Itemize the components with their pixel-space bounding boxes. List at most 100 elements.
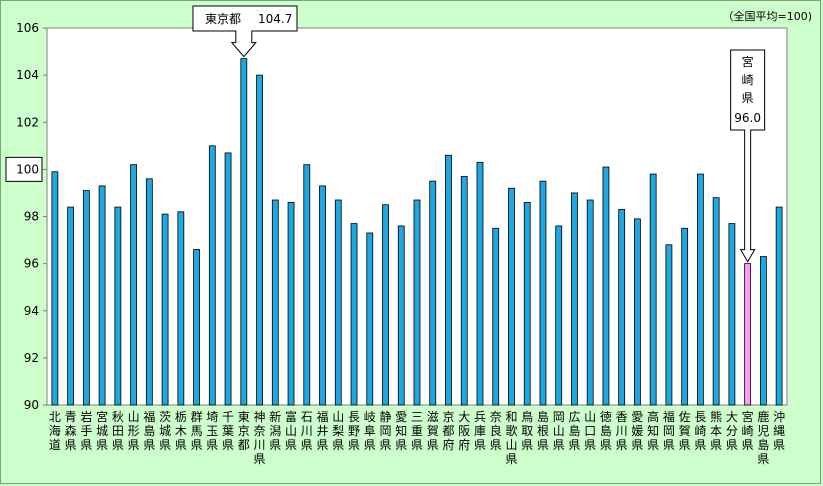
x-tick-label: 熊本県 — [710, 409, 722, 452]
x-tick-label: 静岡県 — [380, 410, 392, 452]
bar-山梨県 — [334, 199, 342, 406]
bar-香川県 — [618, 209, 626, 406]
x-tick-label: 愛媛県 — [631, 410, 643, 452]
x-tick-label: 徳島県 — [600, 409, 612, 452]
x-tick-label: 三重県 — [411, 410, 423, 452]
bar-岐阜県 — [366, 232, 374, 406]
x-tick-label: 栃木県 — [175, 410, 187, 452]
bar-長崎県 — [697, 173, 704, 406]
x-tick-label: 滋賀県 — [427, 410, 439, 452]
x-tick-label: 岐阜県 — [364, 410, 376, 452]
bar-秋田県 — [114, 206, 122, 406]
bar-群馬県 — [193, 249, 200, 406]
bar-福井県 — [319, 185, 326, 406]
bars-group — [51, 58, 783, 406]
bar-滋賀県 — [429, 180, 437, 406]
x-tick-label: 群馬県 — [191, 410, 203, 452]
tokyo-callout-name: 東京都 — [205, 12, 241, 26]
bar-和歌山県 — [508, 187, 515, 406]
bar-福岡県 — [665, 244, 673, 406]
y-tick-label: 104 — [16, 68, 39, 82]
x-tick-label: 香川県 — [616, 410, 628, 452]
bar-沖縄県 — [775, 206, 783, 406]
x-tick-label: 宮崎県 — [742, 409, 754, 452]
tokyo-callout-value: 104.7 — [258, 12, 292, 26]
bar-三重県 — [413, 199, 421, 406]
bar-福島県 — [145, 178, 153, 406]
bar-愛媛県 — [634, 218, 641, 406]
bar-石川県 — [303, 164, 311, 406]
bar-奈良県 — [492, 227, 500, 406]
bar-新潟県 — [271, 199, 279, 406]
miyazaki-callout-chars: 宮崎県 — [742, 54, 754, 105]
x-tick-label: 新潟県 — [269, 409, 281, 452]
y-tick-label: 98 — [24, 210, 39, 224]
x-tick-label: 長野県 — [348, 410, 360, 452]
bar-鳥取県 — [523, 201, 531, 406]
x-tick-label: 宮城県 — [96, 409, 108, 452]
y-tick-label: 106 — [16, 21, 39, 35]
bar-佐賀県 — [681, 227, 689, 406]
x-tick-label: 茨城県 — [159, 410, 171, 452]
x-tick-label: 高知県 — [647, 409, 659, 452]
bar-愛知県 — [397, 225, 405, 406]
bar-東京都 — [240, 58, 248, 406]
miyazaki-callout-value: 96.0 — [734, 111, 761, 125]
bar-栃木県 — [177, 211, 185, 406]
bar-広島県 — [571, 192, 578, 406]
bar-青森県 — [67, 206, 75, 406]
x-tick-label: 大阪府 — [458, 410, 470, 452]
y-tick-label: 96 — [24, 257, 39, 271]
x-tick-label: 東京都 — [238, 410, 250, 452]
x-tick-label: 福井県 — [317, 409, 329, 452]
bar-宮城県 — [98, 185, 106, 406]
x-tick-label: 岡山県 — [553, 410, 565, 452]
scale-note: （全国平均=100) — [722, 9, 812, 23]
x-tick-label: 広島県 — [568, 410, 580, 452]
bar-兵庫県 — [476, 161, 484, 406]
x-tick-label: 福島県 — [143, 409, 155, 452]
x-tick-label: 兵庫県 — [474, 410, 486, 452]
bar-千葉県 — [224, 152, 232, 406]
bar-長野県 — [350, 223, 358, 406]
x-tick-label: 愛知県 — [395, 410, 407, 452]
bar-静岡県 — [382, 204, 389, 406]
y-tick-label: 92 — [24, 351, 39, 365]
x-tick-label: 和歌山県 — [505, 410, 517, 466]
x-axis: 北海道青森県岩手県宮城県秋田県山形県福島県茨城県栃木県群馬県埼玉県千葉県東京都神… — [49, 409, 785, 466]
miyazaki-callout-name: 宮崎県 — [742, 54, 754, 105]
x-tick-label: 山口県 — [584, 410, 596, 452]
x-tick-label: 佐賀県 — [679, 410, 691, 452]
reference-tick-box — [5, 156, 43, 182]
bar-神奈川県 — [256, 74, 263, 406]
bar-島根県 — [539, 180, 547, 406]
bar-岡山県 — [555, 225, 563, 406]
bar-京都府 — [445, 154, 452, 406]
bar-埼玉県 — [208, 145, 216, 406]
bar-大分県 — [728, 223, 736, 406]
miyazaki-callout: 宮崎県 96.0 — [730, 49, 766, 263]
bar-茨城県 — [161, 213, 169, 406]
bar-徳島県 — [602, 166, 610, 406]
y-tick-label: 94 — [24, 304, 39, 318]
x-tick-label: 長崎県 — [694, 410, 706, 452]
tokyo-callout-box — [192, 5, 298, 58]
bar-岩手県 — [82, 190, 90, 406]
x-tick-label: 山形県 — [128, 410, 140, 452]
bar-北海道 — [51, 171, 59, 406]
y-tick-label: 90 — [24, 398, 39, 412]
x-tick-label: 富山県 — [285, 409, 297, 452]
x-tick-label: 北海道 — [49, 410, 61, 452]
bar-山口県 — [586, 199, 594, 406]
x-tick-label: 奈良県 — [490, 410, 502, 452]
tokyo-callout: 東京都 104.7 — [192, 5, 298, 58]
x-tick-label: 埼玉県 — [206, 410, 218, 452]
y-tick-label: 100 — [16, 162, 39, 176]
x-tick-label: 島根県 — [537, 409, 549, 452]
bar-宮崎県 — [744, 263, 752, 406]
x-tick-label: 沖縄県 — [773, 410, 785, 452]
bar-富山県 — [287, 201, 295, 406]
bar-熊本県 — [712, 197, 720, 406]
